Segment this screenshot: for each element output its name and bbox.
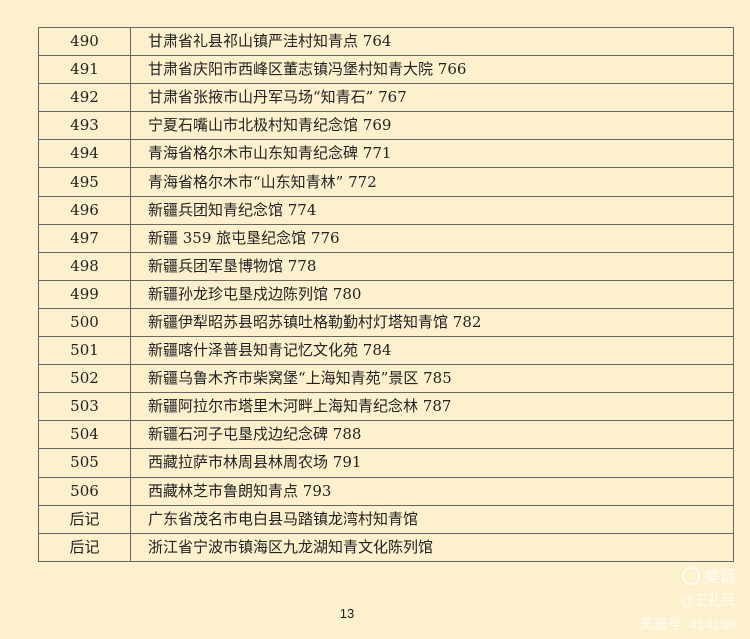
table-row: 497 新疆 359 旅屯垦纪念馆 776: [38, 223, 734, 253]
row-number: 503: [38, 392, 131, 422]
row-title: 甘肃省礼县祁山镇严洼村知青点 764: [130, 26, 734, 57]
watermark-author: @王礼民: [679, 592, 736, 608]
row-title: 新疆乌鲁木齐市柴窝堡“上海知青苑”景区 785: [130, 364, 734, 394]
row-number: 491: [38, 55, 131, 85]
row-number: 504: [38, 420, 131, 450]
table-row: 506 西藏林芝市鲁朗知青点 793: [38, 476, 734, 506]
watermark-brand: 美篇: [681, 563, 736, 587]
row-title: 青海省格尔木市山东知青纪念碑 771: [130, 139, 734, 169]
table-row: 494 青海省格尔木市山东知青纪念碑 771: [38, 139, 734, 169]
table-row: 496 新疆兵团知青纪念馆 774: [38, 195, 734, 225]
row-title: 新疆 359 旅屯垦纪念馆 776: [130, 223, 734, 253]
table-row: 501 新疆喀什泽普县知青记忆文化苑 784: [38, 336, 734, 366]
table-row: 499 新疆孙龙珍屯垦戍边陈列馆 780: [38, 279, 734, 309]
row-number: 496: [38, 195, 131, 225]
row-number: 后记: [38, 532, 131, 562]
table-row: 后记 广东省茂名市电白县马踏镇龙湾村知青馆: [38, 504, 734, 534]
meipian-logo-icon: [681, 567, 700, 585]
page-number: 13: [339, 606, 355, 621]
row-number: 506: [38, 476, 131, 506]
table-row: 490 甘肃省礼县祁山镇严洼村知青点 764: [38, 26, 734, 57]
row-number: 505: [38, 448, 131, 478]
row-number: 501: [38, 336, 131, 366]
index-table: 490 甘肃省礼县祁山镇严洼村知青点 764 491 甘肃省庆阳市西峰区董志镇冯堡村知…: [38, 26, 734, 562]
table-row: 498 新疆兵团军垦博物馆 778: [38, 251, 734, 281]
row-number: 497: [38, 223, 131, 253]
table-row: 503 新疆阿拉尔市塔里木河畔上海知青纪念林 787: [38, 392, 734, 422]
row-title: 宁夏石嘴山市北极村知青纪念馆 769: [130, 111, 734, 141]
row-title: 新疆兵团军垦博物馆 778: [130, 251, 734, 281]
row-title: 广东省茂名市电白县马踏镇龙湾村知青馆: [130, 504, 734, 534]
table-row: 504 新疆石河子屯垦戍边纪念碑 788: [38, 420, 734, 450]
row-title: 新疆石河子屯垦戍边纪念碑 788: [130, 420, 734, 450]
table-row: 493 宁夏石嘴山市北极村知青纪念馆 769: [38, 111, 734, 141]
row-number: 500: [38, 307, 131, 338]
table-row: 491 甘肃省庆阳市西峰区董志镇冯堡村知青大院 766: [38, 55, 734, 85]
index-table-body: 490 甘肃省礼县祁山镇严洼村知青点 764 491 甘肃省庆阳市西峰区董志镇冯堡村知…: [38, 26, 734, 562]
row-number: 502: [38, 364, 131, 394]
row-number: 493: [38, 111, 131, 141]
row-number: 494: [38, 139, 131, 169]
row-title: 青海省格尔木市“山东知青林” 772: [130, 167, 734, 197]
row-number: 498: [38, 251, 131, 281]
row-title: 甘肃省张掖市山丹军马场“知青石” 767: [130, 83, 734, 113]
table-row: 492 甘肃省张掖市山丹军马场“知青石” 767: [38, 83, 734, 113]
table-row: 505 西藏拉萨市林周县林周农场 791: [38, 448, 734, 478]
row-title: 西藏拉萨市林周县林周农场 791: [130, 448, 734, 478]
row-title: 甘肃省庆阳市西峰区董志镇冯堡村知青大院 766: [130, 55, 734, 85]
table-row: 500 新疆伊犁昭苏县昭苏镇吐格勒勤村灯塔知青馆 782: [38, 307, 734, 338]
table-row: 495 青海省格尔木市“山东知青林” 772: [38, 167, 734, 197]
table-row: 后记 浙江省宁波市镇海区九龙湖知青文化陈列馆: [38, 532, 734, 562]
watermark-brand-text: 美篇: [703, 569, 736, 586]
row-title: 新疆孙龙珍屯垦戍边陈列馆 780: [130, 279, 734, 309]
row-title: 新疆喀什泽普县知青记忆文化苑 784: [130, 336, 734, 366]
row-number: 499: [38, 279, 131, 309]
row-number: 495: [38, 167, 131, 197]
row-title: 西藏林芝市鲁朗知青点 793: [130, 476, 734, 506]
row-number: 492: [38, 83, 131, 113]
row-title: 新疆阿拉尔市塔里木河畔上海知青纪念林 787: [130, 392, 734, 422]
row-number: 后记: [38, 504, 131, 534]
row-title: 新疆兵团知青纪念馆 774: [130, 195, 734, 225]
row-number: 490: [38, 26, 131, 57]
row-title: 新疆伊犁昭苏县昭苏镇吐格勒勤村灯塔知青馆 782: [130, 307, 734, 338]
row-title: 浙江省宁波市镇海区九龙湖知青文化陈列馆: [130, 532, 734, 562]
watermark-account: 美篇号: 414138: [639, 616, 737, 632]
table-row: 502 新疆乌鲁木齐市柴窝堡“上海知青苑”景区 785: [38, 364, 734, 394]
